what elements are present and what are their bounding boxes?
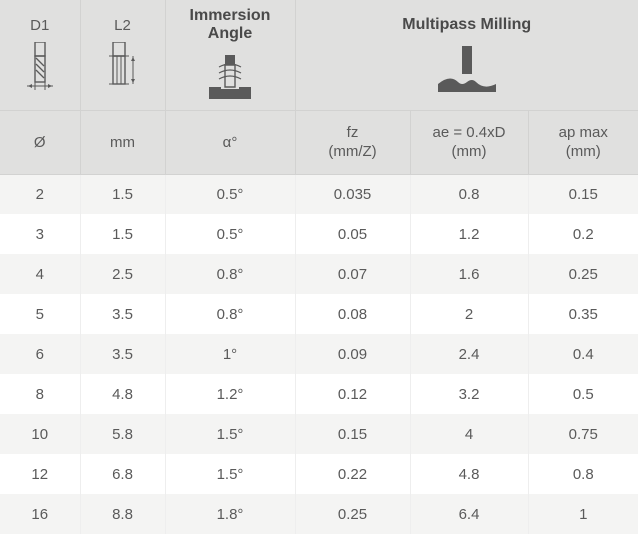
endmill-d1-icon [23, 42, 57, 92]
data-rows: 21.50.5°0.0350.80.1531.50.5°0.051.20.242… [0, 174, 638, 534]
subheader-angle: α° [165, 110, 295, 174]
l2-label: L2 [114, 17, 131, 34]
cell-ap: 0.35 [528, 294, 638, 334]
cell-ae: 3.2 [410, 374, 528, 414]
cell-d: 5 [0, 294, 80, 334]
cell-fz: 0.15 [295, 414, 410, 454]
cell-a: 1.2° [165, 374, 295, 414]
cell-a: 1.5° [165, 454, 295, 494]
milling-parameters-table: D1 L2 [0, 0, 638, 534]
cell-a: 0.5° [165, 174, 295, 214]
header-d1: D1 [0, 0, 80, 110]
cell-fz: 0.07 [295, 254, 410, 294]
multipass-title: Multipass Milling [402, 16, 531, 34]
cell-ae: 1.6 [410, 254, 528, 294]
cell-ap: 0.5 [528, 374, 638, 414]
fz-line2: (mm/Z) [296, 142, 410, 162]
table-row: 126.81.5°0.224.80.8 [0, 454, 638, 494]
cell-ae: 6.4 [410, 494, 528, 534]
cell-a: 1° [165, 334, 295, 374]
cell-l2: 8.8 [80, 494, 165, 534]
ap-line1: ap max [529, 123, 638, 143]
cell-d: 10 [0, 414, 80, 454]
subheader-diameter: Ø [0, 110, 80, 174]
cell-l2: 5.8 [80, 414, 165, 454]
cell-l2: 6.8 [80, 454, 165, 494]
table-row: 84.81.2°0.123.20.5 [0, 374, 638, 414]
cell-d: 2 [0, 174, 80, 214]
cell-a: 0.8° [165, 294, 295, 334]
endmill-l2-icon [103, 42, 143, 92]
cell-fz: 0.035 [295, 174, 410, 214]
immersion-title: Immersion Angle [166, 7, 295, 43]
cell-l2: 4.8 [80, 374, 165, 414]
cell-fz: 0.12 [295, 374, 410, 414]
header-l2: L2 [80, 0, 165, 110]
subheader-ap: ap max (mm) [528, 110, 638, 174]
table-row: 42.50.8°0.071.60.25 [0, 254, 638, 294]
cell-d: 6 [0, 334, 80, 374]
header-row-icons: D1 L2 [0, 0, 638, 110]
cell-ae: 1.2 [410, 214, 528, 254]
cell-ae: 2 [410, 294, 528, 334]
cell-ae: 2.4 [410, 334, 528, 374]
table-row: 105.81.5°0.1540.75 [0, 414, 638, 454]
cell-l2: 1.5 [80, 174, 165, 214]
ae-line2: (mm) [411, 142, 528, 162]
cell-fz: 0.05 [295, 214, 410, 254]
cell-ap: 0.75 [528, 414, 638, 454]
cell-ap: 0.15 [528, 174, 638, 214]
cell-fz: 0.09 [295, 334, 410, 374]
cell-ap: 0.4 [528, 334, 638, 374]
cell-fz: 0.08 [295, 294, 410, 334]
ap-line2: (mm) [529, 142, 638, 162]
multipass-milling-icon [432, 44, 502, 94]
cell-l2: 2.5 [80, 254, 165, 294]
immersion-angle-icon [203, 53, 257, 103]
cell-ap: 0.25 [528, 254, 638, 294]
table-row: 168.81.8°0.256.41 [0, 494, 638, 534]
cell-l2: 3.5 [80, 294, 165, 334]
table-row: 21.50.5°0.0350.80.15 [0, 174, 638, 214]
header-multipass: Multipass Milling [295, 0, 638, 110]
cell-fz: 0.25 [295, 494, 410, 534]
table-row: 63.51°0.092.40.4 [0, 334, 638, 374]
table-row: 53.50.8°0.0820.35 [0, 294, 638, 334]
cell-a: 0.8° [165, 254, 295, 294]
cell-l2: 3.5 [80, 334, 165, 374]
fz-line1: fz [296, 123, 410, 143]
cell-ae: 4 [410, 414, 528, 454]
cell-d: 8 [0, 374, 80, 414]
cell-a: 1.8° [165, 494, 295, 534]
cell-fz: 0.22 [295, 454, 410, 494]
cell-l2: 1.5 [80, 214, 165, 254]
d1-label: D1 [30, 17, 49, 34]
subheader-ae: ae = 0.4xD (mm) [410, 110, 528, 174]
header-immersion: Immersion Angle [165, 0, 295, 110]
cell-ae: 0.8 [410, 174, 528, 214]
cell-ap: 0.2 [528, 214, 638, 254]
cell-ap: 1 [528, 494, 638, 534]
cell-ap: 0.8 [528, 454, 638, 494]
ae-line1: ae = 0.4xD [411, 123, 528, 143]
cell-d: 12 [0, 454, 80, 494]
cell-d: 4 [0, 254, 80, 294]
subheader-mm: mm [80, 110, 165, 174]
subheader-fz: fz (mm/Z) [295, 110, 410, 174]
cell-ae: 4.8 [410, 454, 528, 494]
table-row: 31.50.5°0.051.20.2 [0, 214, 638, 254]
header-row-units: Ø mm α° fz (mm/Z) ae = 0.4xD (mm) ap max… [0, 110, 638, 174]
cell-a: 0.5° [165, 214, 295, 254]
cell-d: 16 [0, 494, 80, 534]
cell-d: 3 [0, 214, 80, 254]
cell-a: 1.5° [165, 414, 295, 454]
